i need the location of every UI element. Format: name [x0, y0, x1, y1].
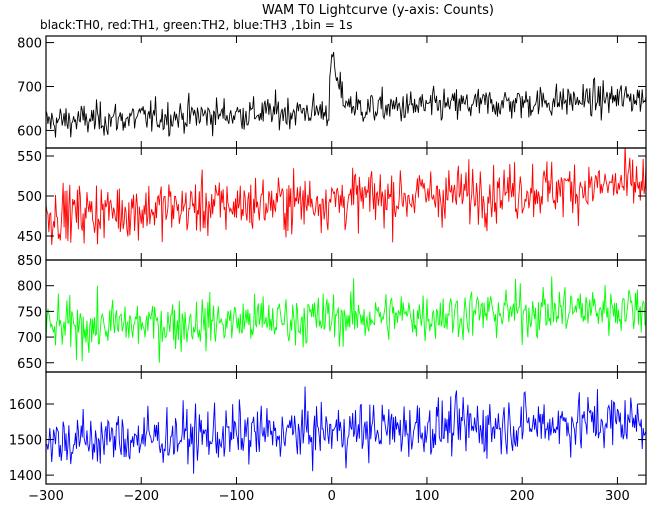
x-tick-label: −200 [123, 489, 159, 504]
x-tick-label: 0 [328, 489, 336, 504]
chart-title: WAM T0 Lightcurve (y-axis: Counts) [262, 3, 494, 18]
x-tick-label: −100 [219, 489, 255, 504]
y-tick-label-th0: 700 [17, 81, 42, 96]
y-tick-label-th0: 800 [17, 37, 42, 52]
series-line-th1 [46, 148, 646, 245]
y-tick-label-th3: 1400 [9, 469, 42, 484]
y-tick-label-th1: 500 [17, 190, 42, 205]
y-tick-label-th2: 800 [17, 280, 42, 295]
panels-group: 600 700 800 450 500 550 650 700 750 800 850 1400 150… [9, 35, 647, 504]
x-tick-label: 100 [415, 489, 440, 504]
y-tick-label-th2: 650 [17, 357, 42, 372]
y-tick-label-th2: 700 [17, 331, 42, 346]
y-tick-label-th3: 1500 [9, 434, 42, 449]
y-tick-label-th1: 450 [17, 230, 42, 245]
y-tick-label-th0: 600 [17, 124, 42, 139]
panel-frame-th3 [45, 371, 647, 485]
y-tick-label-th3: 1600 [9, 398, 42, 413]
series-line-th0 [46, 51, 646, 138]
x-tick-label: 200 [510, 489, 535, 504]
x-tick-label: −300 [28, 489, 64, 504]
series-line-th2 [46, 276, 646, 363]
y-tick-label-th2: 750 [17, 305, 42, 320]
y-tick-label-th1: 550 [17, 150, 42, 165]
series-line-th3 [46, 386, 646, 474]
x-tick-label: 300 [605, 489, 630, 504]
y-tick-label-th2: 850 [17, 254, 42, 269]
chart-subtitle: black:TH0, red:TH1, green:TH2, blue:TH3 … [40, 18, 353, 32]
